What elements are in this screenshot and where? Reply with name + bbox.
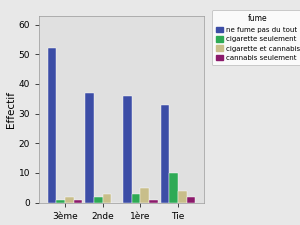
Y-axis label: Effectif: Effectif xyxy=(6,91,16,128)
Bar xyxy=(103,194,111,202)
Bar xyxy=(56,200,65,202)
Bar xyxy=(132,194,140,202)
Bar xyxy=(140,188,149,203)
Bar xyxy=(65,197,74,202)
Bar xyxy=(169,173,178,202)
Bar xyxy=(94,197,103,202)
Bar xyxy=(160,105,169,202)
Bar xyxy=(178,191,187,202)
Legend: ne fume pas du tout, cigarette seulement, cigarette et cannabis, cannabis seulem: ne fume pas du tout, cigarette seulement… xyxy=(212,10,300,65)
Bar xyxy=(123,96,132,202)
Bar xyxy=(187,197,195,202)
Bar xyxy=(149,200,158,202)
Bar xyxy=(74,200,82,202)
Bar xyxy=(48,48,56,202)
Bar xyxy=(85,93,94,202)
